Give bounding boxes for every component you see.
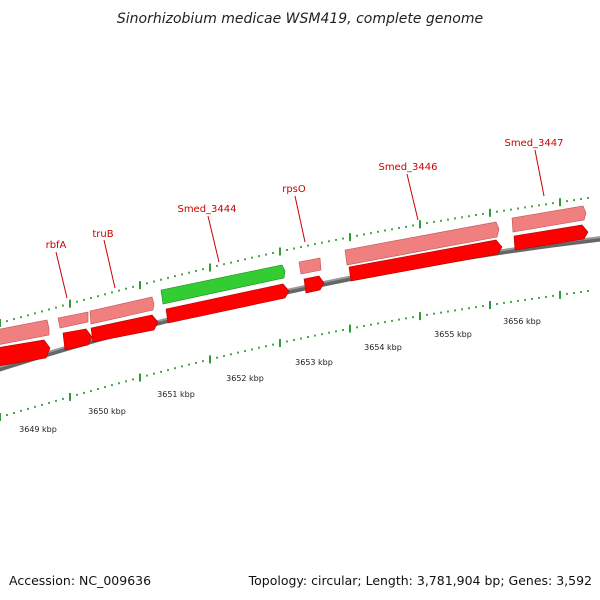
scale-label: 3649 kbp (19, 425, 57, 434)
gene-arrow-Smed_3444[interactable] (165, 283, 290, 324)
gene-label-Smed_3447: Smed_3447 (504, 138, 563, 149)
upper-tick-track (0, 197, 589, 327)
gene-arrow-truB[interactable] (90, 314, 159, 343)
gene-arrow-Smed_3447[interactable] (513, 224, 589, 251)
genome-summary-text: Topology: circular; Length: 3,781,904 bp… (248, 573, 592, 588)
gene-label-rbfA: rbfA (46, 240, 67, 251)
genome-backbone-highlight (0, 236, 600, 368)
label-leader-Smed_3446 (406, 173, 419, 221)
label-leader-rpsO (294, 195, 306, 243)
gene-bar-upper[interactable] (0, 319, 50, 346)
gene-bar-rbfA-cds[interactable] (57, 311, 89, 329)
gene-arrow-rbfA[interactable] (62, 328, 93, 351)
map-title: Sinorhizobium medicae WSM419, complete g… (117, 11, 483, 27)
gene-bar-Smed_3447-cds[interactable] (511, 205, 587, 233)
scale-label: 3655 kbp (434, 330, 472, 339)
accession-text: Accession: NC_009636 (9, 573, 151, 588)
gene-label-Smed_3444: Smed_3444 (177, 204, 236, 215)
scale-label: 3651 kbp (157, 390, 195, 399)
gene-bar-Smed_3446-cds[interactable] (344, 221, 500, 266)
label-leader-Smed_3444 (207, 215, 220, 263)
gene-bar-truB-cds[interactable] (89, 296, 155, 325)
lower-tick-track (0, 290, 589, 421)
gene-label-truB: truB (92, 229, 113, 240)
gene-label-Smed_3446: Smed_3446 (378, 162, 437, 173)
gene-arrow-lower[interactable] (0, 339, 51, 367)
gene-bar-Smed_3444[interactable] (160, 264, 286, 305)
genome-backbone (0, 236, 600, 372)
label-leader-Smed_3447 (534, 149, 545, 197)
label-leader-truB (103, 239, 116, 289)
gene-arrow-Smed_3446[interactable] (348, 239, 503, 282)
scale-label: 3653 kbp (295, 358, 333, 367)
label-leader-rbfA (55, 251, 68, 299)
scale-label: 3654 kbp (364, 343, 402, 352)
gene-bar-rpsO-cds[interactable] (298, 257, 322, 275)
gene-label-rpsO: rpsO (282, 184, 306, 195)
scale-label: 3656 kbp (503, 317, 541, 326)
gene-arrow-rpsO[interactable] (303, 275, 325, 294)
scale-label: 3650 kbp (88, 407, 126, 416)
scale-label: 3652 kbp (226, 374, 264, 383)
